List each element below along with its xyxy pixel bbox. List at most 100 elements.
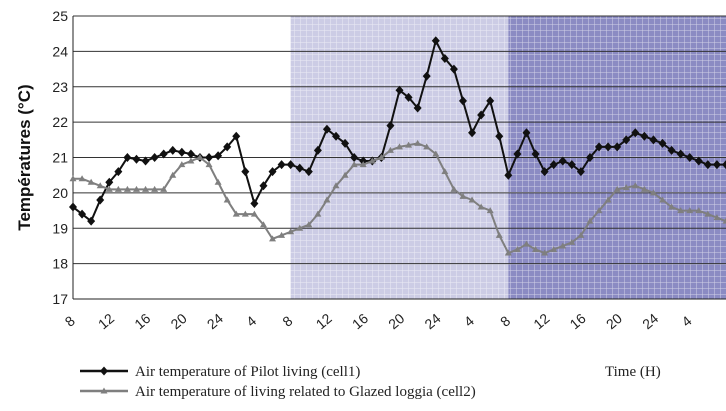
data-point-triangle: [259, 221, 267, 228]
data-point-triangle: [423, 143, 431, 150]
data-point-triangle: [713, 214, 721, 221]
data-point-diamond: [504, 170, 513, 180]
data-point-diamond: [395, 85, 404, 95]
data-point-diamond: [576, 167, 585, 177]
data-point-triangle: [87, 178, 95, 185]
data-point-triangle: [532, 245, 540, 252]
data-point-diamond: [667, 145, 676, 155]
data-point-diamond: [649, 135, 658, 145]
x-axis-label: Time (H): [605, 364, 661, 380]
x-tick-label: 8: [62, 312, 78, 329]
data-point-diamond: [468, 128, 477, 138]
y-tick-label: 18: [52, 256, 68, 272]
data-point-diamond: [513, 149, 522, 159]
data-point-diamond: [613, 142, 622, 152]
x-tick-label: 16: [567, 310, 589, 332]
data-point-triangle: [468, 196, 476, 203]
data-point-triangle: [559, 242, 567, 249]
x-tick-label: 4: [243, 312, 259, 329]
data-point-triangle: [323, 196, 331, 203]
data-point-triangle: [187, 157, 195, 164]
data-point-triangle: [405, 141, 413, 148]
data-point-diamond: [332, 131, 341, 141]
data-point-diamond: [295, 163, 304, 173]
data-point-triangle: [114, 185, 122, 192]
data-point-diamond: [585, 153, 594, 162]
data-point-triangle: [486, 207, 494, 214]
data-point-triangle: [151, 185, 159, 192]
x-tick-label: 12: [95, 310, 117, 332]
data-point-triangle: [132, 185, 140, 192]
legend-item-2: Air temperature of living related to Gla…: [80, 384, 476, 400]
legend-item-1: Air temperature of Pilot living (cell1): [80, 364, 360, 380]
data-point-triangle: [232, 210, 240, 217]
data-point-triangle: [100, 387, 108, 394]
data-point-triangle: [341, 171, 349, 178]
data-point-triangle: [504, 249, 512, 256]
data-point-diamond: [177, 147, 186, 157]
data-point-diamond: [105, 177, 114, 187]
data-point-triangle: [604, 196, 612, 203]
data-point-triangle: [169, 171, 177, 178]
data-point-diamond: [404, 92, 413, 102]
data-point-triangle: [659, 196, 667, 203]
data-point-diamond: [223, 142, 232, 152]
x-tick-label: 16: [349, 310, 371, 332]
data-point-triangle: [160, 185, 168, 192]
data-point-triangle: [287, 228, 295, 235]
data-point-triangle: [722, 217, 726, 224]
data-point-diamond: [622, 135, 631, 145]
data-point-diamond: [595, 142, 604, 152]
data-point-triangle: [377, 154, 385, 160]
data-point-triangle: [640, 185, 648, 192]
x-tick-label: 20: [603, 310, 625, 332]
data-point-diamond: [241, 167, 250, 177]
data-point-triangle: [649, 189, 657, 196]
data-point-diamond: [604, 142, 613, 152]
data-point-triangle: [541, 249, 549, 256]
data-point-diamond: [640, 131, 649, 141]
data-point-diamond: [658, 138, 667, 148]
data-point-diamond: [703, 160, 712, 170]
data-point-triangle: [631, 182, 639, 189]
data-point-triangle: [368, 157, 376, 164]
y-tick-label: 24: [52, 43, 68, 59]
data-point-triangle: [577, 231, 585, 238]
data-point-triangle: [550, 245, 558, 252]
data-point-diamond: [268, 167, 277, 177]
data-point-diamond: [486, 96, 495, 106]
data-point-diamond: [214, 151, 223, 161]
data-point-diamond: [322, 124, 331, 134]
data-point-triangle: [704, 210, 712, 217]
series: [69, 36, 726, 256]
series-2: [69, 139, 726, 256]
data-point-diamond: [259, 181, 268, 191]
x-tick-label: 12: [530, 310, 552, 332]
data-point-triangle: [223, 196, 231, 203]
y-tick-label: 20: [52, 185, 68, 201]
data-point-diamond: [277, 160, 286, 170]
data-point-triangle: [305, 221, 313, 228]
data-point-diamond: [522, 128, 531, 138]
data-point-diamond: [549, 160, 558, 170]
legend: Air temperature of Pilot living (cell1) A…: [80, 364, 661, 400]
data-point-diamond: [685, 153, 694, 162]
data-point-diamond: [531, 149, 540, 159]
data-point-diamond: [431, 36, 440, 46]
data-point-triangle: [495, 231, 503, 238]
data-point-triangle: [668, 203, 676, 210]
data-point-triangle: [513, 245, 521, 252]
data-point-triangle: [677, 207, 685, 214]
data-point-diamond: [477, 110, 486, 120]
data-point-diamond: [123, 153, 132, 162]
data-point-diamond: [286, 160, 295, 170]
data-point-triangle: [568, 238, 576, 245]
data-point-diamond: [232, 131, 241, 141]
data-point-triangle: [241, 210, 249, 217]
x-tick-label: 12: [313, 310, 335, 332]
data-point-triangle: [386, 146, 394, 153]
data-point-diamond: [150, 153, 159, 162]
data-point-diamond: [440, 53, 449, 63]
